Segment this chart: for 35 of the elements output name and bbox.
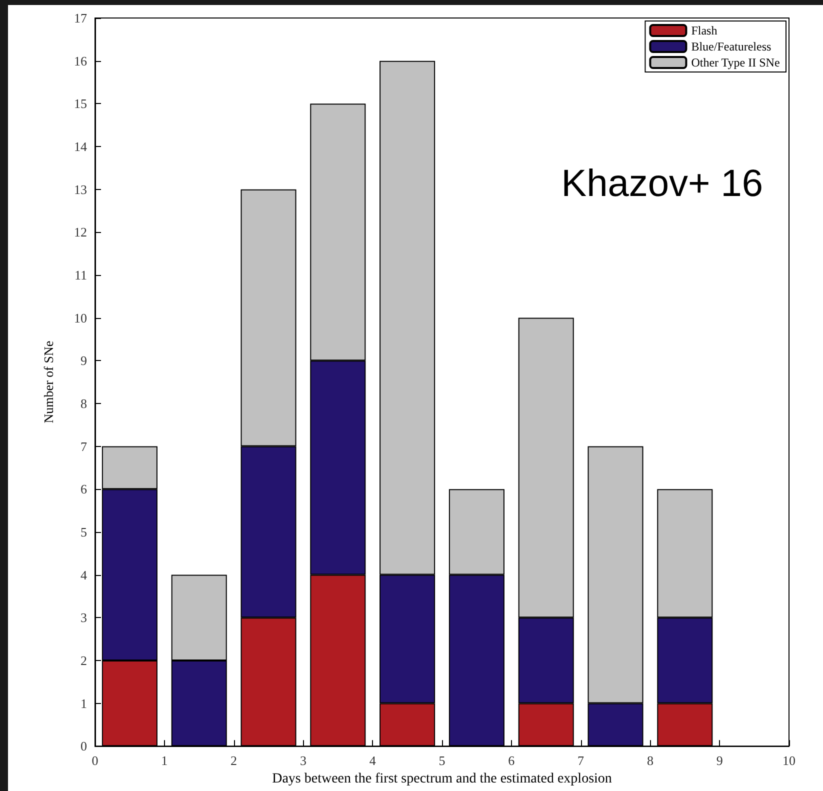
y-tick-label: 16 [74,53,88,68]
y-tick-label: 8 [80,396,87,411]
x-tick-label: 10 [782,753,796,768]
x-tick-label: 0 [92,753,98,768]
y-tick-label: 1 [80,696,87,711]
y-tick-label: 15 [74,96,87,112]
x-tick-label: 5 [438,753,446,768]
y-tick-label: 14 [74,138,88,154]
y-tick-label: 4 [80,567,88,582]
legend-label: Blue/Featureless [691,40,772,54]
x-tick-label: 4 [369,753,376,768]
y-tick-label: 9 [80,353,87,368]
annotation: Khazov+ 16 [561,163,763,205]
x-tick-label: 3 [300,753,306,768]
y-tick-label: 6 [80,482,88,497]
y-tick-label: 17 [74,10,88,26]
x-tick-label: 2 [230,753,238,768]
x-tick-label: 8 [646,753,654,768]
x-tick-label: 6 [508,753,516,768]
legend-label: Flash [691,24,718,38]
y-tick-label: 5 [80,524,87,540]
legend-label: Other Type II SNe [691,56,780,70]
y-tick-label: 7 [80,438,88,454]
y-tick-label: 0 [80,738,87,754]
y-axis-title: Number of SNe [41,340,56,424]
y-tick-label: 12 [74,224,87,240]
x-tick-label: 7 [578,753,585,768]
y-tick-label: 11 [74,267,87,282]
x-tick-label: 1 [161,753,168,768]
y-tick-label: 10 [74,310,87,326]
x-tick-label: 9 [716,753,723,768]
y-tick-label: 2 [80,652,87,668]
y-tick-label: 13 [74,182,87,197]
x-axis-title: Days between the first spectrum and the estimated explosion [272,772,612,786]
y-tick-label: 3 [80,610,87,626]
